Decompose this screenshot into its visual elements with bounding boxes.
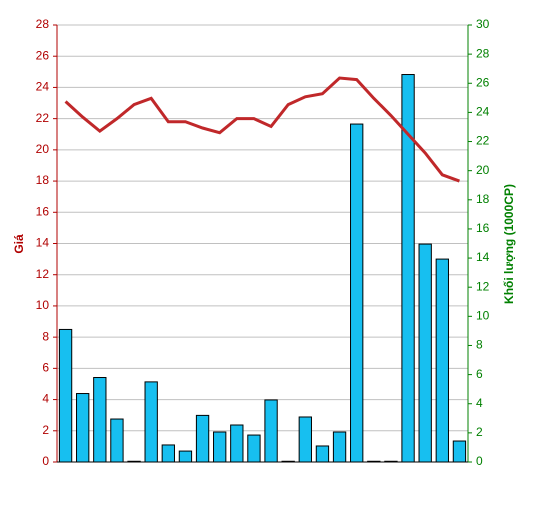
y-tick-label: 4 <box>42 392 49 406</box>
y-tick-label: 10 <box>36 298 50 312</box>
y-axis-label: Giá <box>12 234 26 254</box>
bar <box>247 434 261 463</box>
bar <box>144 381 158 463</box>
y-tick-label: 28 <box>36 17 50 31</box>
bar <box>178 450 193 463</box>
y2-tick-label: 14 <box>476 250 490 264</box>
y2-tick-label: 4 <box>476 396 483 410</box>
bar <box>230 424 244 463</box>
y-tick-label: 26 <box>36 48 50 62</box>
bar <box>452 440 467 463</box>
y2-tick-label: 6 <box>476 367 483 381</box>
bar <box>161 444 175 463</box>
y2-tick-label: 26 <box>476 75 490 89</box>
y2-tick-label: 22 <box>476 134 490 148</box>
bar <box>110 418 124 463</box>
y2-tick-label: 18 <box>476 192 490 206</box>
y-tick-label: 6 <box>42 361 49 375</box>
y2-tick-label: 30 <box>476 17 490 31</box>
y2-tick-label: 0 <box>476 454 483 468</box>
y2-tick-label: 28 <box>476 46 490 60</box>
y2-axis-label: Khối lượng (1000CP) <box>502 184 516 304</box>
y2-tick-label: 20 <box>476 163 490 177</box>
y2-tick-label: 24 <box>476 105 490 119</box>
y2-tick-label: 16 <box>476 221 490 235</box>
bar <box>350 123 364 463</box>
y-tick-label: 20 <box>36 142 50 156</box>
bar <box>195 414 210 463</box>
y-tick-label: 14 <box>36 236 50 250</box>
bar <box>298 416 312 463</box>
y2-tick-label: 8 <box>476 338 483 352</box>
y-tick-label: 8 <box>42 329 49 343</box>
price-line <box>64 76 460 183</box>
y-tick-label: 12 <box>36 267 50 281</box>
bar <box>58 328 73 463</box>
bar <box>332 431 347 463</box>
bar <box>435 258 449 463</box>
bar <box>213 431 227 463</box>
y2-tick-label: 10 <box>476 309 490 323</box>
y2-tick-label: 12 <box>476 279 490 293</box>
y-tick-label: 22 <box>36 111 50 125</box>
y-tick-label: 18 <box>36 173 50 187</box>
y2-tick-label: 2 <box>476 425 483 439</box>
y-tick-label: 0 <box>42 454 49 468</box>
bar <box>315 445 330 463</box>
y-tick-label: 24 <box>36 80 50 94</box>
y-tick-label: 2 <box>42 423 49 437</box>
bar <box>418 243 432 463</box>
bar <box>264 399 278 463</box>
bar <box>93 377 107 463</box>
y-tick-label: 16 <box>36 204 50 218</box>
bar <box>76 393 90 463</box>
